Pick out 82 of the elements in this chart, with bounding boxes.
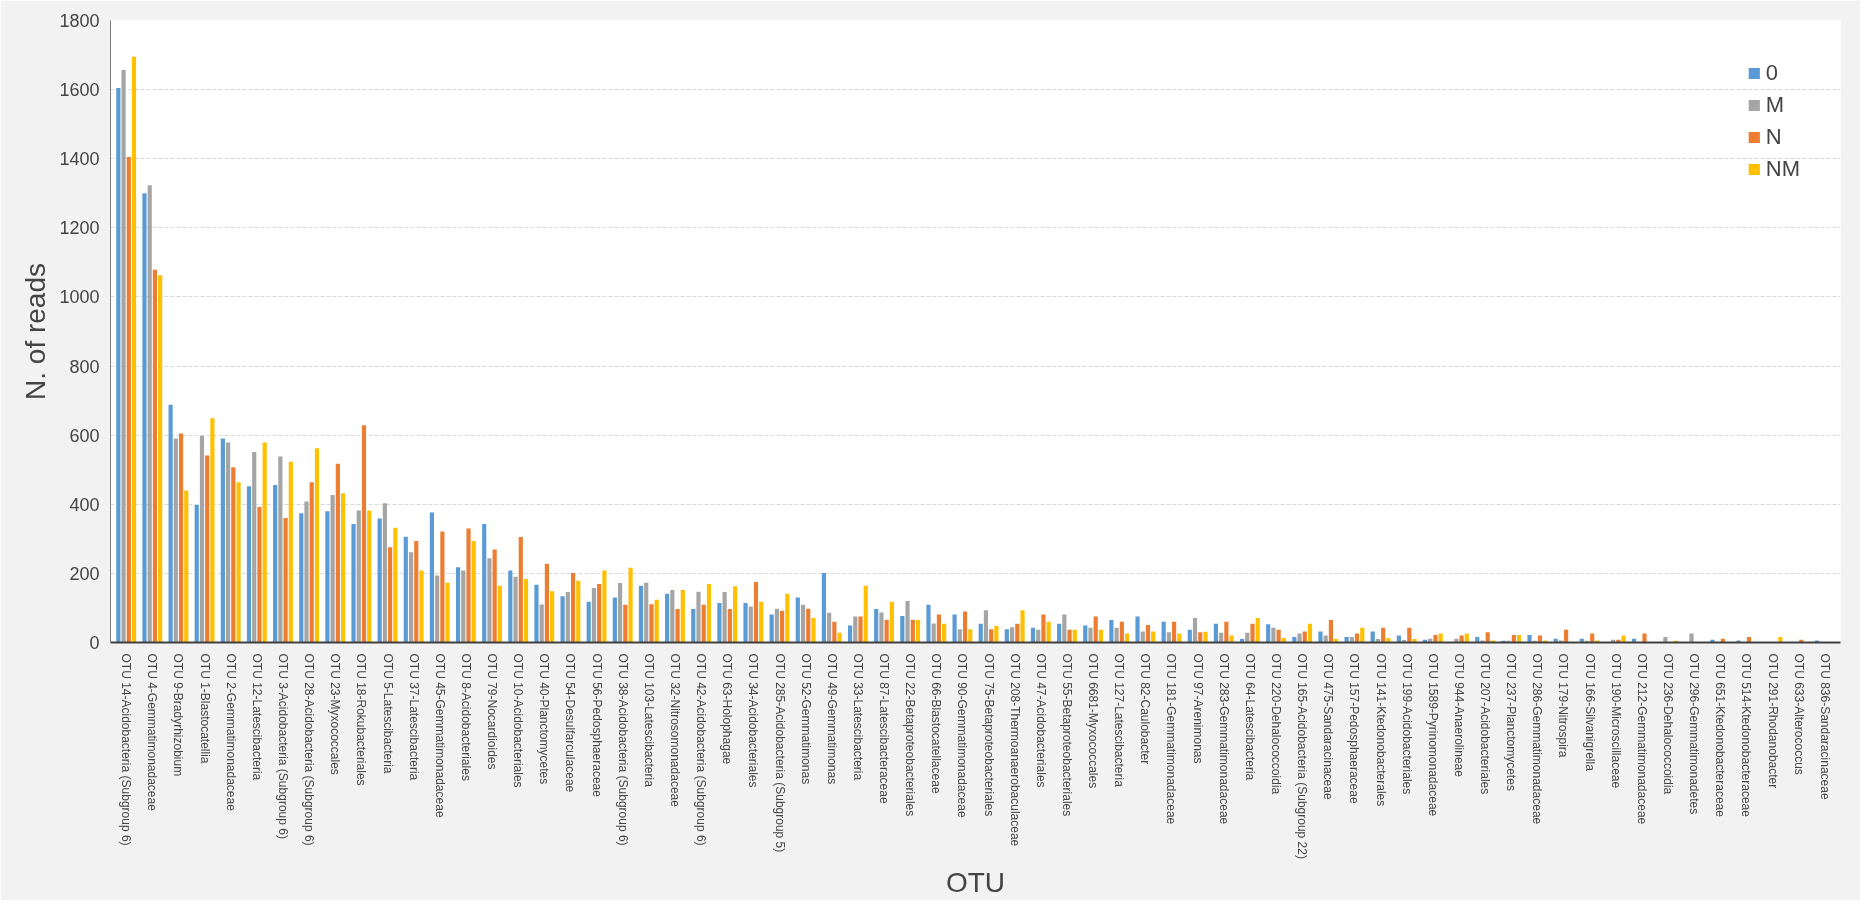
x-tick-label: OTU 165-Acidobacteria (Subgroup 22): [1295, 653, 1310, 859]
y-axis-title: N. of reads: [20, 263, 52, 400]
x-tick-label: OTU 47-Acidobacteriales: [1033, 653, 1048, 788]
x-tick-label: OTU 237-Planctomycetes: [1504, 653, 1519, 791]
x-tick-label: OTU 10-Acidobacteriales: [511, 653, 526, 788]
x-tick-label: OTU 179-Nitrospira: [1556, 653, 1571, 758]
x-tick-label: OTU 166-Silvanigrella: [1582, 653, 1597, 772]
x-tick-label: OTU 23-Myxococcales: [328, 653, 343, 775]
x-tick-label: OTU 1-Blastocatellia: [197, 653, 212, 764]
y-tick-label: 1400: [59, 149, 100, 170]
x-tick-label: OTU 34-Acidobacteriales: [746, 653, 761, 788]
x-tick-label: OTU 42-Acidobacteria (Subgroup 6): [694, 653, 709, 846]
x-tick-label: OTU 944-Anaerolineae: [1451, 653, 1466, 778]
x-tick-label: OTU 82-Caulobacter: [1138, 653, 1153, 765]
x-tick-label: OTU 45-Gemmatimonadaceae: [432, 653, 447, 818]
legend-label: M: [1765, 92, 1786, 118]
x-tick-label: OTU 6681-Myxococcales: [1086, 653, 1101, 789]
y-tick-label: 600: [69, 425, 100, 446]
x-tick-label: OTU 285-Acidobacteria (Subgroup 5): [772, 653, 787, 853]
x-tick-label: OTU 40-Planctomycetes: [537, 653, 552, 785]
x-tick-label: OTU 38-Acidobacteria (Subgroup 6): [615, 653, 630, 846]
y-tick-label: 1200: [59, 218, 100, 239]
y-tick-label: 1800: [59, 11, 100, 31]
x-tick-label: OTU 90-Gemmatimonadaceae: [955, 653, 970, 818]
x-tick-label: OTU 33-Latescibacteria: [850, 653, 865, 781]
x-tick-label: OTU 63-Holophagae: [720, 653, 735, 765]
x-tick-label: OTU 199-Acidobacteriales: [1399, 653, 1414, 795]
legend-label: 0: [1765, 60, 1780, 86]
x-axis-title: OTU: [945, 866, 1006, 898]
x-tick-label: OTU 651-Ktedonobacteraceae: [1713, 653, 1728, 818]
x-tick-label: OTU 14-Acidobacteria (Subgroup 6): [119, 653, 134, 846]
x-tick-label: OTU 208-Thermoanaerobaculaceae: [1007, 653, 1022, 847]
y-tick-label: 0: [89, 633, 100, 653]
x-tick-label: OTU 157-Pedosphaeraceae: [1347, 653, 1362, 804]
x-tick-label: OTU 49-Gemmatimonas: [824, 653, 839, 785]
x-tick-label: OTU 4-Gemmatimonadaceae: [145, 653, 160, 812]
x-tick-label: OTU 190-Microscillaceae: [1608, 653, 1623, 789]
x-tick-label: OTU 286-Gemmatimonadaceae: [1530, 653, 1545, 825]
x-tick-label: OTU 3-Acidobacteria (Subgroup 6): [275, 653, 290, 839]
x-tick-label: OTU 141-Ktedonobacterales: [1373, 653, 1388, 807]
x-tick-label: OTU 514-Ktedonobacteraceae: [1739, 653, 1754, 818]
x-tick-label: OTU 64-Latescibacteria: [1242, 653, 1257, 781]
x-tick-label: OTU 291-Rhodanobacter: [1765, 653, 1780, 789]
x-tick-label: OTU 55-Betaproteobacteriales: [1059, 653, 1074, 817]
x-tick-label: OTU 97-Arenimonas: [1190, 653, 1205, 764]
x-tick-label: OTU 2-Gemmatimonadaceae: [223, 653, 238, 812]
x-tick-label: OTU 103-Latescibacteria: [641, 653, 656, 788]
x-tick-label: OTU 66-Blastocatellaceae: [929, 653, 944, 794]
y-tick-label: 1600: [59, 80, 100, 101]
x-tick-label: OTU 28-Acidobacteria (Subgroup 6): [302, 653, 317, 846]
y-tick-label: 400: [69, 494, 100, 515]
x-tick-label: OTU 12-Latescibacteria: [249, 653, 264, 781]
x-tick-label: OTU 220-Dehalococcoidia: [1269, 653, 1284, 795]
x-tick-label: OTU 236-Dehalococcoidia: [1661, 653, 1676, 795]
y-tick-label: 1000: [59, 287, 100, 308]
x-tick-label: OTU 37-Latescibacteria: [406, 653, 421, 781]
x-tick-label: OTU 75-Betaproteobacteriales: [981, 653, 996, 817]
x-tick-label: OTU 207-Acidobacteriales: [1478, 653, 1493, 795]
x-tick-label: OTU 475-Sandaracinaceae: [1321, 653, 1336, 800]
y-tick-label: 800: [69, 356, 100, 377]
x-tick-label: OTU 32-Nitrosomonadaceae: [667, 653, 682, 808]
x-tick-label: OTU 836-Sandaracinaceae: [1817, 653, 1832, 800]
x-tick-label: OTU 283-Gemmatimonadaceae: [1216, 653, 1231, 825]
x-tick-label: OTU 181-Gemmatimonadaceae: [1164, 653, 1179, 825]
x-tick-label: OTU 18-Rokubacteriales: [354, 653, 369, 786]
x-tick-label: OTU 52-Gemmatimonas: [798, 653, 813, 785]
x-tick-label: OTU 5-Latescibacteria: [380, 653, 395, 774]
x-tick-label: OTU 8-Acidobacteriales: [458, 653, 473, 781]
x-tick-label: OTU 87-Latescibacteraceae: [877, 653, 892, 804]
x-tick-label: OTU 296-Gemmatimonadetes: [1687, 653, 1702, 815]
x-tick-label: OTU 22-Betaproteobacteriales: [903, 653, 918, 817]
x-tick-label: OTU 1589-Pyrinomonadaceae: [1425, 653, 1440, 817]
y-tick-label: 200: [69, 563, 100, 584]
x-tick-label: OTU 633-Alterococcus: [1791, 653, 1806, 775]
x-tick-label: OTU 54-Desulfarculaceae: [563, 653, 578, 793]
legend-label: N: [1765, 124, 1783, 150]
legend-label: NM: [1765, 156, 1800, 182]
x-tick-label: OTU 79-Nocardioides: [485, 653, 500, 770]
x-tick-label: OTU 212-Gemmatimonadaceae: [1634, 653, 1649, 825]
x-tick-label: OTU 56-Pedosphaeraceae: [589, 653, 604, 798]
x-tick-label: OTU 127-Latescibacteria: [1112, 653, 1127, 788]
x-tick-label: OTU 9-Bradyrhizobium: [171, 653, 186, 777]
